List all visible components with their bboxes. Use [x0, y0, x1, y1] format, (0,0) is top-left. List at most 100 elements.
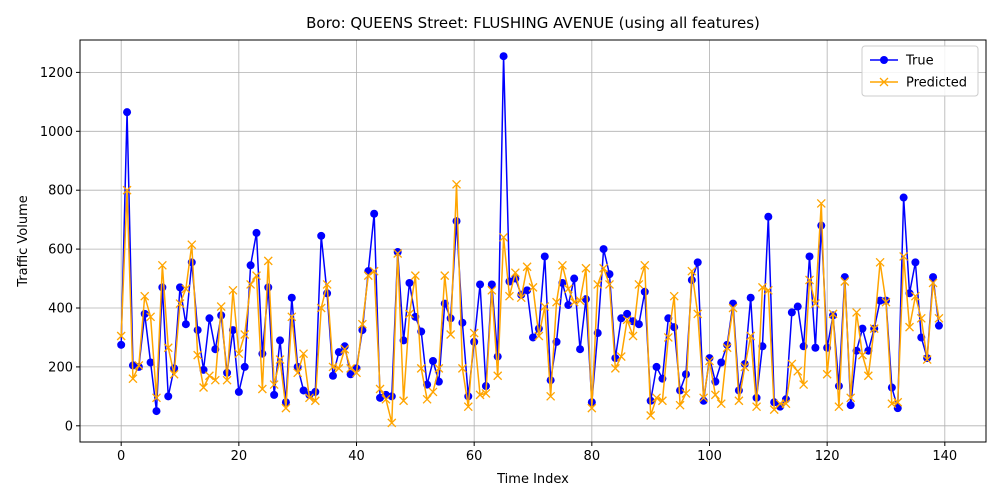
x-axis-ticks: 0 20 40 60 80 100 120 140: [117, 442, 957, 464]
data-point-true: [152, 407, 161, 416]
data-point-predicted: [781, 399, 791, 409]
data-point-predicted: [746, 331, 756, 341]
data-point-predicted: [234, 349, 244, 359]
data-point-predicted: [387, 418, 397, 428]
data-point-true: [340, 342, 349, 351]
data-point-predicted: [652, 393, 662, 403]
data-point-predicted: [910, 291, 920, 301]
data-point-predicted: [728, 303, 738, 313]
data-point-true: [487, 280, 496, 289]
data-point-predicted: [522, 262, 532, 272]
data-point-predicted: [928, 278, 938, 288]
data-point-true: [729, 299, 738, 308]
x-axis-title: Time Index: [496, 472, 569, 487]
data-point-predicted: [146, 312, 156, 322]
data-point-true: [158, 283, 167, 292]
data-point-predicted: [157, 260, 167, 270]
data-point-true: [234, 387, 243, 396]
data-point-true: [529, 333, 537, 342]
data-point-true: [452, 217, 461, 226]
data-point-predicted: [169, 369, 179, 379]
legend-marker-true: [880, 56, 888, 64]
data-point-true: [634, 320, 643, 329]
data-point-predicted: [863, 371, 873, 381]
data-point-predicted: [393, 249, 403, 258]
data-point-predicted: [475, 390, 485, 400]
data-point-predicted: [681, 388, 691, 398]
data-point-true: [670, 323, 679, 332]
data-point-predicted: [369, 266, 379, 276]
data-point-predicted: [152, 393, 161, 403]
data-point-predicted: [687, 266, 697, 276]
data-point-true: [893, 404, 902, 413]
data-point-predicted: [657, 396, 667, 406]
data-point-predicted: [299, 349, 309, 359]
chart-title: Boro: QUEENS Street: FLUSHING AVENUE (us…: [306, 14, 760, 32]
data-point-true: [264, 283, 273, 292]
data-point-true: [564, 301, 573, 310]
data-point-predicted: [140, 291, 150, 301]
data-point-predicted: [216, 302, 226, 311]
data-point-predicted: [846, 393, 856, 403]
data-point-predicted: [399, 396, 409, 406]
data-point-predicted: [328, 362, 338, 372]
data-point-predicted: [616, 352, 626, 362]
data-point-predicted: [646, 411, 656, 420]
x-tick-label: 60: [466, 449, 483, 464]
x-tick-label: 0: [117, 449, 125, 464]
y-axis-ticks: 0 200 400 600 800 1000 1200: [40, 66, 80, 434]
data-point-predicted: [834, 402, 844, 412]
data-point-predicted: [693, 309, 703, 319]
data-point-predicted: [599, 263, 609, 273]
data-point-true: [387, 392, 396, 401]
y-tick-label: 800: [48, 184, 73, 199]
y-axis-title: Traffic Volume: [16, 195, 31, 288]
data-point-true: [846, 401, 855, 410]
data-point-true: [693, 258, 702, 267]
data-point-predicted: [134, 360, 144, 370]
data-point-true: [476, 280, 485, 289]
data-point-predicted: [316, 303, 326, 313]
data-point-true: [205, 314, 214, 323]
data-point-predicted: [293, 368, 303, 378]
data-point-predicted: [352, 368, 361, 378]
data-point-predicted: [128, 374, 138, 384]
data-point-predicted: [193, 350, 203, 360]
data-point-true: [599, 245, 608, 254]
data-point-predicted: [381, 394, 391, 404]
data-point-predicted: [228, 285, 238, 295]
data-point-true: [640, 287, 649, 296]
data-point-true: [758, 342, 767, 351]
data-point-true: [181, 320, 190, 329]
data-point-predicted: [428, 387, 438, 397]
data-point-true: [317, 231, 326, 240]
data-point-predicted: [763, 285, 773, 295]
data-point-true: [434, 377, 443, 386]
data-point-true: [676, 386, 685, 395]
data-point-predicted: [734, 396, 744, 406]
data-point-true: [299, 386, 308, 395]
data-point-predicted: [534, 331, 544, 341]
legend-label-true: True: [905, 54, 934, 69]
data-point-predicted: [793, 366, 803, 376]
data-point-true: [858, 324, 867, 333]
y-tick-label: 600: [48, 243, 73, 258]
data-point-true: [899, 193, 908, 202]
data-point-predicted: [375, 384, 385, 394]
data-point-predicted: [310, 396, 320, 406]
legend-marker-predicted: [879, 77, 889, 87]
data-point-predicted: [740, 362, 750, 372]
data-point-true: [405, 278, 414, 287]
data-point-true: [652, 362, 661, 371]
x-tick-label: 100: [697, 449, 722, 464]
data-point-predicted: [440, 271, 450, 281]
x-tick-label: 140: [932, 449, 957, 464]
data-point-true: [328, 371, 337, 380]
data-point-predicted: [404, 309, 414, 319]
data-point-predicted: [422, 394, 432, 404]
data-point-predicted: [163, 343, 173, 353]
data-point-true: [458, 318, 467, 327]
series-predicted: [116, 179, 944, 428]
data-point-predicted: [569, 297, 579, 307]
